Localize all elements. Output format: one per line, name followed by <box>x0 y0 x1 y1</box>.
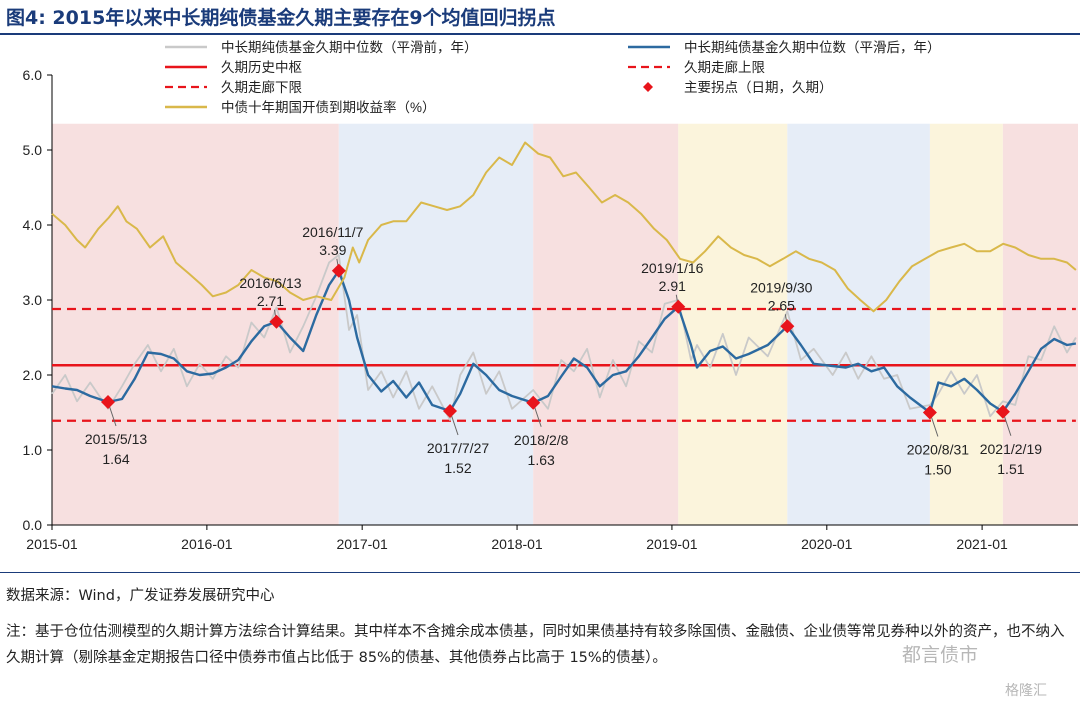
turning-point-value-0: 1.64 <box>102 451 129 467</box>
turning-point-marker-3 <box>443 404 458 418</box>
turning-point-date-4: 2018/2/8 <box>514 432 569 448</box>
turning-point-marker-7 <box>922 405 937 420</box>
background-band-1 <box>338 123 534 525</box>
background-band-0 <box>52 123 339 525</box>
turning-point-value-1: 2.71 <box>257 293 284 309</box>
turning-point-value-4: 1.63 <box>528 452 555 468</box>
turning-point-value-7: 1.50 <box>924 462 951 478</box>
reference-lines <box>52 307 1076 422</box>
background-band-2 <box>533 123 679 525</box>
legend-label-3: 久期走廊上限 <box>684 59 765 75</box>
turning-points: 2015/5/13 1.64 2016/6/13 2.71 2016/11/7 3.39 2… <box>85 224 1042 478</box>
turning-point-date-1: 2016/6/13 <box>239 275 301 291</box>
turning-point-marker-4 <box>526 395 541 410</box>
turning-point-date-8: 2021/2/19 <box>980 441 1042 457</box>
turning-point-date-6: 2019/9/30 <box>750 279 812 295</box>
legend-label-0: 中长期纯债基金久期中位数（平滑前，年） <box>221 39 478 55</box>
turning-point-value-2: 3.39 <box>319 242 346 258</box>
turning-point-marker-1 <box>269 314 284 329</box>
background-band-4 <box>787 123 930 525</box>
series-raw-duration <box>51 254 1077 421</box>
y-tick-label-6: 6.0 <box>23 67 43 83</box>
turning-point-value-8: 1.51 <box>997 461 1024 477</box>
y-tick-label-1: 1.0 <box>23 442 43 458</box>
duration-chart: 0.0 1.0 2.0 3.0 4.0 5.0 6.0 2015-01 2016-01 2017-… <box>23 39 1078 552</box>
turning-point-date-3: 2017/7/27 <box>427 440 489 456</box>
turning-point-marker-6 <box>780 319 795 334</box>
legend-label-1: 中长期纯债基金久期中位数（平滑后，年） <box>684 39 941 55</box>
y-tick-label-2: 2.0 <box>23 367 43 383</box>
chart-axes: 0.0 1.0 2.0 3.0 4.0 5.0 6.0 2015-01 2016-01 2017-… <box>23 67 1078 552</box>
x-tick-label-4: 2019-01 <box>646 536 698 552</box>
y-tick-label-4: 4.0 <box>23 217 43 233</box>
background-bands <box>52 123 1078 525</box>
turning-point-date-2: 2016/11/7 <box>302 224 363 240</box>
x-tick-label-1: 2016-01 <box>181 536 233 552</box>
turning-point-marker-5 <box>671 299 686 314</box>
background-band-6 <box>1002 123 1078 525</box>
x-tick-label-6: 2021-01 <box>956 536 1008 552</box>
footer-rule <box>0 572 1080 573</box>
turning-point-marker-8 <box>995 404 1010 419</box>
watermark-wechat: 都言债市 <box>902 644 979 666</box>
turning-point-value-5: 2.91 <box>659 278 686 294</box>
series-layer <box>51 141 1077 421</box>
x-tick-label-3: 2018-01 <box>491 536 543 552</box>
y-tick-label-5: 5.0 <box>23 142 43 158</box>
series-smoothed-duration <box>51 269 1077 414</box>
turning-point-date-7: 2020/8/31 <box>907 442 969 458</box>
turning-point-marker-2 <box>331 263 346 278</box>
legend-label-2: 久期历史中枢 <box>221 60 302 75</box>
turning-point-marker-0 <box>101 395 116 409</box>
chart-note: 注：基于仓位估测模型的久期计算方法综合计算结果。其中样本不含摊余成本债基，同时如… <box>6 624 1065 666</box>
turning-point-value-6: 2.65 <box>768 297 795 313</box>
background-band-5 <box>929 123 1003 525</box>
data-source: 数据来源：Wind，广发证券发展研究中心 <box>6 588 275 604</box>
chart-legend: 中长期纯债基金久期中位数（平滑前，年） 中长期纯债基金久期中位数（平滑后，年） 久期… <box>165 39 941 115</box>
turning-point-value-3: 1.52 <box>444 460 471 476</box>
x-tick-label-0: 2015-01 <box>26 536 78 552</box>
turning-point-date-0: 2015/5/13 <box>85 431 147 447</box>
x-tick-label-2: 2017-01 <box>336 536 388 552</box>
legend-label-4: 久期走廊下限 <box>221 79 302 95</box>
legend-swatch-5 <box>643 82 653 92</box>
legend-label-6: 中债十年期国开债到期收益率（%） <box>221 99 436 115</box>
y-tick-label-0: 0.0 <box>23 517 43 533</box>
background-band-3 <box>678 123 788 525</box>
legend-label-5: 主要拐点（日期，久期） <box>684 80 833 95</box>
watermark-gelonghui: 格隆汇 <box>1005 683 1047 699</box>
turning-point-date-5: 2019/1/16 <box>641 260 703 276</box>
title-rule <box>0 33 1080 35</box>
figure-title: 图4: 2015年以来中长期纯债基金久期主要存在9个均值回归拐点 <box>6 7 556 29</box>
y-tick-label-3: 3.0 <box>23 292 43 308</box>
x-tick-label-5: 2020-01 <box>801 536 853 552</box>
series-cdb-10y-yield <box>51 141 1077 313</box>
